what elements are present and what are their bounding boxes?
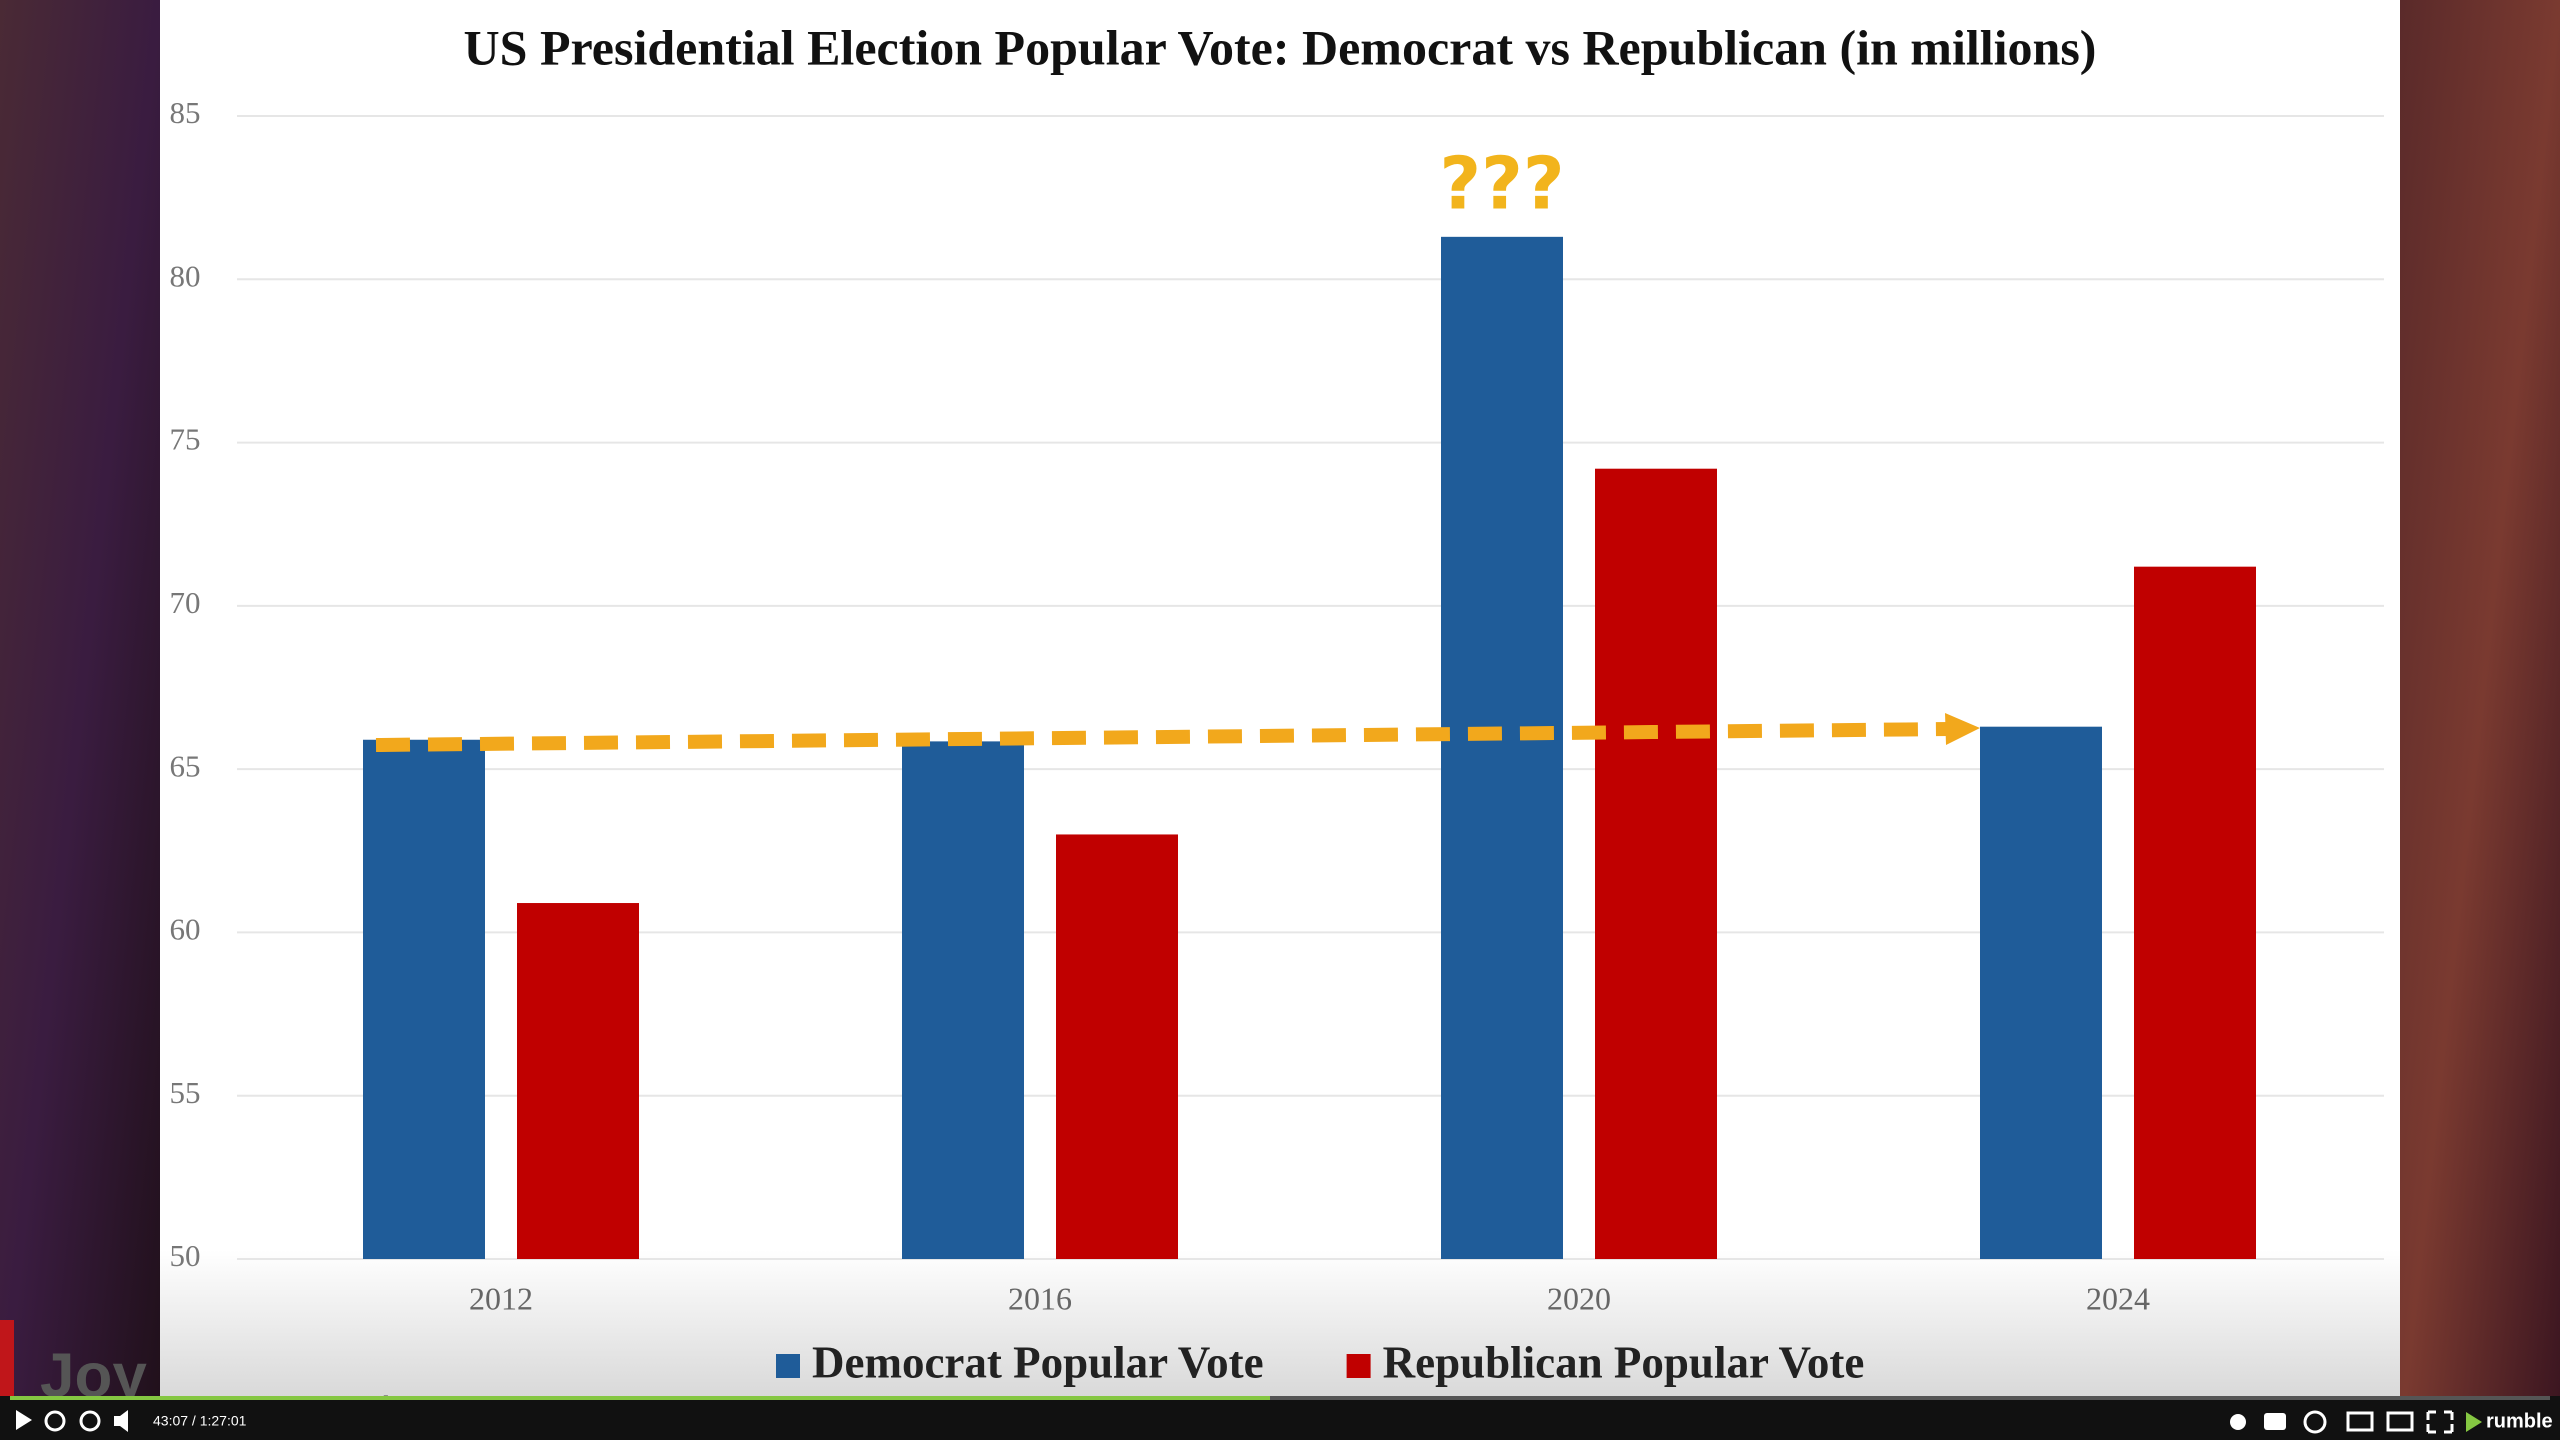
y-tick-label: 55 <box>170 1075 201 1110</box>
x-tick-label: 2020 <box>1547 1280 1611 1316</box>
legend-swatch <box>1346 1354 1371 1378</box>
volume-button[interactable] <box>114 1410 128 1432</box>
bar <box>363 739 485 1259</box>
bar <box>902 741 1024 1259</box>
bar <box>1595 468 1717 1259</box>
annotation: ??? <box>1439 141 1564 225</box>
pip-button[interactable] <box>2346 1411 2374 1432</box>
y-tick-label: 80 <box>170 258 201 293</box>
x-tick-label: 2024 <box>2086 1280 2150 1316</box>
cc-button[interactable] <box>2264 1413 2286 1430</box>
chart-title: US Presidential Election Popular Vote: D… <box>464 19 2097 75</box>
overlay-tag <box>0 1320 14 1400</box>
background-right <box>2400 0 2560 1440</box>
trend-arrow <box>375 722 1951 752</box>
y-tick-label: 75 <box>170 422 201 457</box>
bar <box>1056 834 1178 1259</box>
x-tick-label: 2012 <box>469 1280 533 1316</box>
bar <box>2134 566 2256 1259</box>
fullscreen-button[interactable] <box>2426 1410 2454 1434</box>
y-tick-label: 60 <box>170 912 201 947</box>
time: 43:07 / 1:27:01 <box>153 1413 247 1429</box>
arrow-head <box>1945 713 1980 745</box>
bar <box>517 903 639 1259</box>
chart-footer <box>160 1250 2400 1400</box>
legend-label: Republican Popular Vote <box>1383 1337 1865 1387</box>
player-bar <box>0 1396 2560 1440</box>
progress[interactable] <box>10 1396 1270 1400</box>
y-tick-label: 65 <box>170 748 201 783</box>
play-button[interactable] <box>16 1410 32 1430</box>
y-tick-label: 85 <box>170 95 201 130</box>
plot: 50 55 60 65 70 75 80 85 2012 2016 2020 2024??? Democ… <box>170 95 2384 1387</box>
bar <box>1980 726 2102 1259</box>
settings-button[interactable] <box>2230 1414 2246 1430</box>
forward-button[interactable] <box>79 1410 101 1432</box>
replay-button[interactable] <box>44 1410 66 1432</box>
theater-toggle[interactable] <box>2303 1410 2327 1434</box>
brand-logo[interactable] <box>2466 1412 2482 1432</box>
background-left <box>0 0 160 1440</box>
progress-track[interactable] <box>1270 1396 2550 1400</box>
bar <box>1441 236 1563 1259</box>
brand[interactable]: rumble <box>2486 1410 2553 1432</box>
y-tick-label: 70 <box>170 585 201 620</box>
y-tick-label: 50 <box>170 1238 201 1273</box>
x-tick-label: 2016 <box>1008 1280 1072 1316</box>
legend-swatch <box>776 1354 800 1378</box>
legend-label: Democrat Popular Vote <box>812 1337 1264 1387</box>
wide-button[interactable] <box>2386 1411 2414 1432</box>
